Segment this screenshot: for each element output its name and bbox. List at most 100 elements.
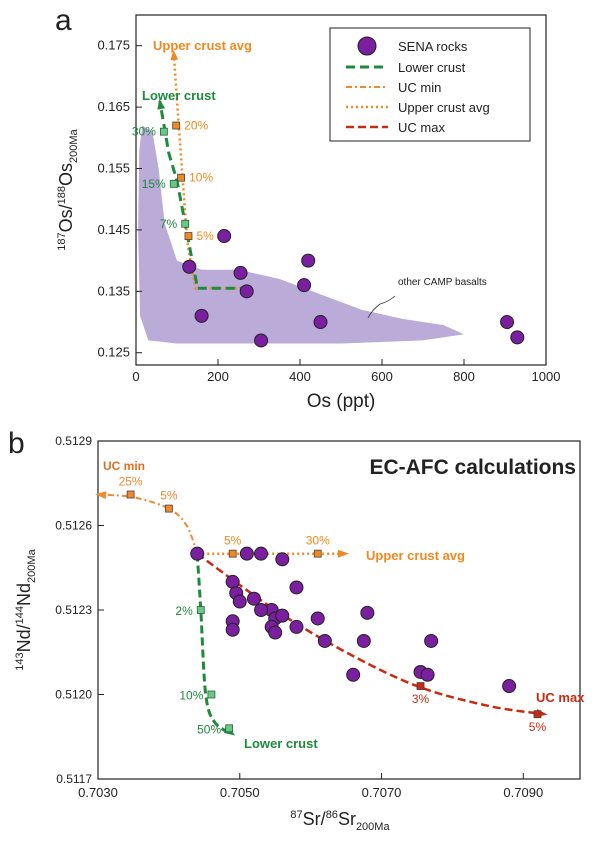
lower-crust-arrowhead	[157, 98, 166, 110]
y-tick-label: 0.145	[97, 222, 130, 237]
uc-min-pct-label: 5%	[160, 489, 178, 503]
y-tick-label: 0.135	[97, 283, 130, 298]
upper-crust-avg-pct-label: 5%	[196, 229, 214, 243]
panel-a-chart: 5% 10% 20% 7% 15% 30% 0 200 400 600 800 1000 0.125 0…	[56, 14, 561, 412]
y-tick-label-b: 0.5120	[55, 688, 92, 702]
x-tick-label-b: 0.7030	[78, 785, 118, 800]
panel-b-title: EC-AFC calculations	[369, 456, 576, 479]
x-tick-label: 400	[289, 369, 311, 384]
sena-rock-point-b	[502, 679, 517, 694]
panel-a-label: a	[55, 4, 72, 37]
lower-crust-b-marker	[207, 690, 216, 699]
lower-crust-marker	[169, 179, 178, 188]
legend-sena-label: SENA rocks	[398, 39, 468, 54]
y-tick-label: 0.175	[97, 38, 130, 53]
uc-max-marker	[416, 682, 425, 690]
upper-crust-avg-marker	[177, 173, 186, 182]
panel-a-legend: SENA rocks Lower crust UC min Upper crus…	[329, 27, 531, 142]
upper-crust-avg-b-pct-label: 5%	[224, 534, 242, 548]
sena-rock-point	[233, 265, 248, 280]
x-tick-label-b: 0.7050	[220, 785, 260, 800]
sena-rock-point-b	[310, 611, 325, 626]
y-tick-label-b: 0.5129	[55, 434, 92, 448]
sena-rock-point-b	[289, 580, 304, 595]
lower-crust-b-pct-label: 50%	[197, 722, 221, 736]
uc-min-marker	[126, 490, 135, 499]
x-tick-label: 200	[207, 369, 229, 384]
sena-rock-point-b	[254, 603, 269, 617]
sena-rock-point	[182, 259, 197, 274]
sena-rock-point	[510, 330, 525, 345]
sena-rock-point-b	[190, 546, 205, 561]
panel-b-x-axis-title: 87Sr/86Sr200Ma	[290, 809, 390, 833]
uc-min-pct-label: 25%	[119, 475, 143, 489]
x-tick-label: 1000	[532, 369, 561, 384]
sena-rock-point-b	[424, 633, 439, 648]
sena-rock-point-b	[254, 546, 269, 561]
sena-rock-point	[254, 333, 269, 348]
legend-ucmin-label: UC min	[398, 80, 441, 95]
y-tick-label: 0.125	[97, 345, 130, 360]
sena-rock-point-b	[317, 633, 332, 648]
sena-rock-point-b	[232, 594, 247, 609]
sena-rock-point-b	[268, 625, 283, 640]
lower-crust-pct-label: 15%	[142, 177, 166, 191]
upper-crust-avg-b-pct-label: 30%	[306, 534, 330, 548]
panel-b-label: b	[8, 427, 25, 460]
sena-rock-point-b	[246, 591, 261, 606]
upper-crust-avg-marker	[172, 121, 181, 130]
x-tick-label: 800	[453, 369, 475, 384]
lower-crust-curve	[158, 100, 249, 290]
lower-crust-b-marker	[225, 724, 234, 733]
upper-crust-avg-arrowhead	[170, 49, 179, 61]
upper-crust-avg-pct-label: 10%	[189, 171, 213, 185]
sena-rock-point-b	[356, 633, 371, 648]
y-tick-label-b: 0.5123	[55, 603, 92, 617]
annotation-upper-crust-avg-b: Upper crust avg	[366, 548, 465, 563]
lower-crust-curve-b	[195, 553, 234, 736]
annotation-lower-crust-b: Lower crust	[244, 736, 318, 751]
upper-crust-avg-pct-label: 20%	[184, 119, 208, 133]
x-tick-label: 0	[132, 369, 139, 384]
sena-rock-point	[217, 229, 232, 244]
uc-max-pct-label: 3%	[412, 692, 430, 706]
annotation-camp: other CAMP basalts	[398, 277, 487, 288]
uc-max-curve	[196, 552, 545, 716]
legend-ucavg-label: Upper crust avg	[398, 100, 490, 115]
legend-sena-marker	[357, 36, 377, 56]
sena-rock-point-b	[239, 546, 254, 561]
sena-rock-point-b	[289, 619, 304, 634]
panel-a-y-axis-title: 187Os/188Os200Ma	[56, 128, 80, 250]
sena-rock-point	[297, 278, 312, 293]
y-tick-label-b: 0.5117	[56, 772, 92, 786]
sena-rock-point-b	[420, 667, 435, 682]
lower-crust-pct-label: 30%	[132, 125, 156, 139]
annotation-upper-crust-avg: Upper crust avg	[153, 38, 252, 53]
legend-lower-label: Lower crust	[398, 60, 466, 75]
upper-crust-avg-marker	[184, 232, 193, 240]
sena-rock-point	[500, 315, 515, 330]
camp-pointer	[367, 295, 396, 319]
uc-max-pct-label: 5%	[529, 720, 547, 734]
lower-crust-marker	[159, 127, 168, 136]
uc-max-marker	[533, 710, 542, 719]
annotation-lower-crust: Lower crust	[142, 88, 216, 103]
lower-crust-b-marker	[196, 606, 205, 614]
sena-rock-point-b	[360, 605, 375, 620]
lower-crust-b-pct-label: 10%	[179, 689, 203, 703]
y-tick-label: 0.155	[97, 161, 130, 176]
upper-crust-avg-arrowhead-b	[337, 549, 350, 558]
sena-rock-point-b	[225, 622, 240, 637]
panel-a-plot-area	[135, 14, 547, 366]
panel-b-y-axis-title: 143Nd/144Nd200Ma	[14, 548, 38, 670]
uc-min-marker	[164, 504, 173, 513]
uc-min-arrowhead	[95, 491, 107, 500]
sena-rock-point-b	[275, 608, 290, 623]
annotation-uc-min: UC min	[103, 459, 145, 473]
x-tick-label-b: 0.7070	[362, 785, 402, 800]
sena-rock-point	[301, 253, 316, 268]
x-tick-label-b: 0.7090	[503, 785, 543, 800]
annotation-uc-max: UC max	[536, 690, 585, 705]
lower-crust-pct-label: 7%	[160, 217, 178, 231]
